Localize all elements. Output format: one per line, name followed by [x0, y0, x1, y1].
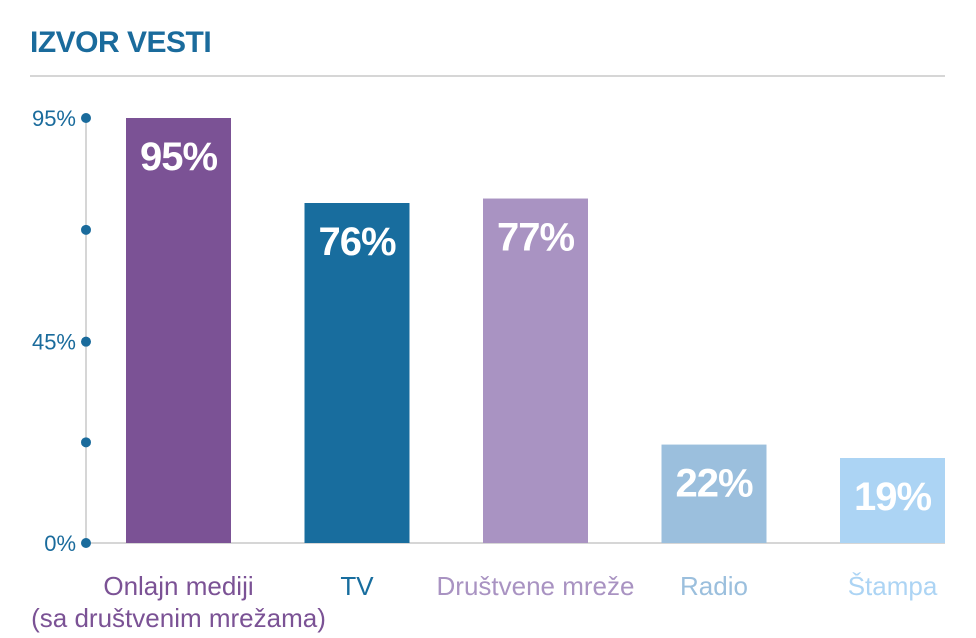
y-tick-label: 45% [32, 330, 76, 355]
y-tick-dot [81, 336, 91, 347]
bar-data-label: 95% [140, 135, 217, 179]
category-label: Štampa [848, 571, 938, 601]
y-minor-tick-dot [81, 437, 91, 448]
bar-data-label: 19% [854, 475, 931, 519]
y-tick-label: 0% [44, 531, 76, 556]
bar-data-label: 76% [318, 220, 395, 264]
y-tick-label: 95% [32, 106, 76, 131]
bar-data-label: 22% [675, 462, 752, 506]
y-tick-dot [81, 113, 91, 123]
category-label: Radio [680, 571, 748, 601]
category-label: Onlajn mediji (sa društvenim mrežama) [31, 571, 326, 633]
bar-data-label: 77% [497, 216, 574, 260]
bar [483, 198, 588, 544]
category-label: TV [340, 571, 374, 601]
y-tick-dot [81, 538, 91, 548]
y-minor-tick-dot [81, 224, 91, 235]
bar [126, 118, 231, 543]
bar [840, 458, 945, 543]
bar [661, 444, 767, 543]
chart-title: IZVOR VESTI [30, 26, 211, 59]
bar [304, 203, 410, 543]
category-label: Društvene mreže [437, 571, 635, 601]
